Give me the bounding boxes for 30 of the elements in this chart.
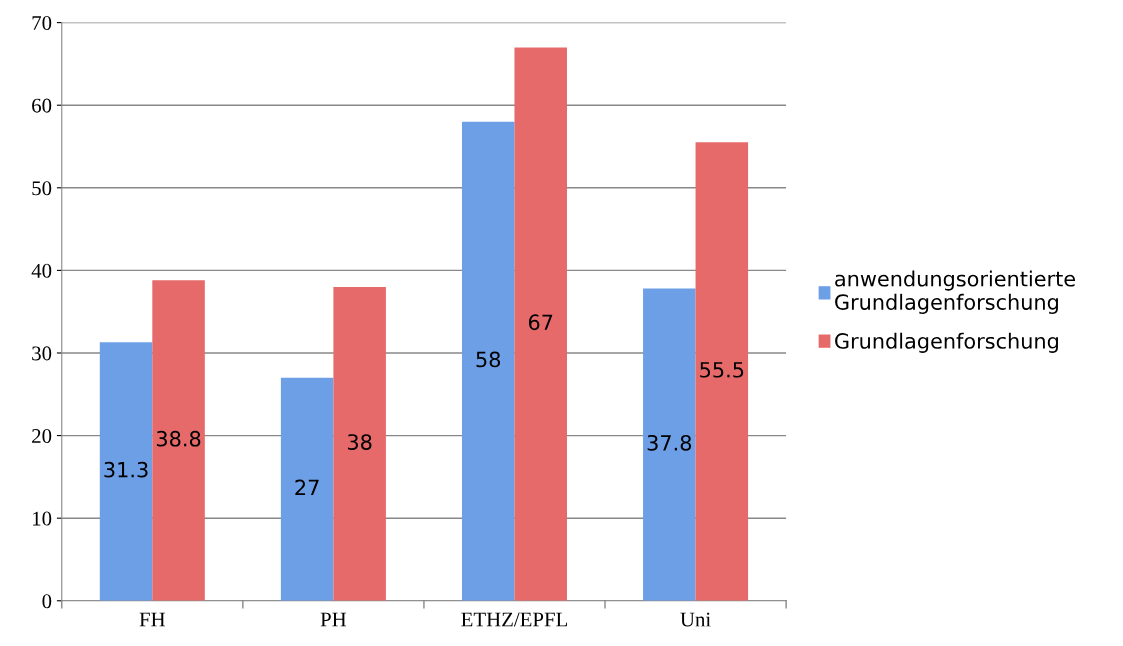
y-tick-label: 10 <box>33 511 52 526</box>
y-tick-label: 50 <box>32 181 52 196</box>
data-label: 37.8 <box>647 434 692 451</box>
x-tick-label: FH <box>139 612 166 627</box>
data-label: 31.3 <box>104 461 148 478</box>
bar <box>514 47 567 601</box>
data-label: 38 <box>347 434 372 450</box>
bar <box>461 121 515 601</box>
y-tick-label: 60 <box>32 98 52 113</box>
data-label: 58 <box>476 351 501 368</box>
bar <box>99 342 153 601</box>
data-label: 27 <box>295 479 319 496</box>
x-tick-label: Uni <box>680 612 711 627</box>
y-tick-label: 40 <box>31 263 52 278</box>
legend-label: Grundlagenforschung <box>835 332 1058 353</box>
data-label: 38.8 <box>156 430 201 447</box>
bar <box>280 377 334 601</box>
x-tick-label: ETHZ/EPFL <box>461 612 568 627</box>
bar <box>152 280 205 601</box>
y-tick-label: 20 <box>32 428 52 444</box>
y-tick-label: 30 <box>32 346 52 361</box>
x-tick-label: PH <box>320 612 347 627</box>
data-label: 55.5 <box>700 362 744 378</box>
bar <box>333 286 386 601</box>
data-label: 67 <box>528 314 553 331</box>
y-tick-label: 0 <box>42 594 52 609</box>
bar <box>695 142 749 601</box>
bar <box>643 288 696 601</box>
y-tick-label: 70 <box>32 15 52 31</box>
legend-label: anwendungsorientierte Grundlagenforschung <box>835 270 1075 314</box>
